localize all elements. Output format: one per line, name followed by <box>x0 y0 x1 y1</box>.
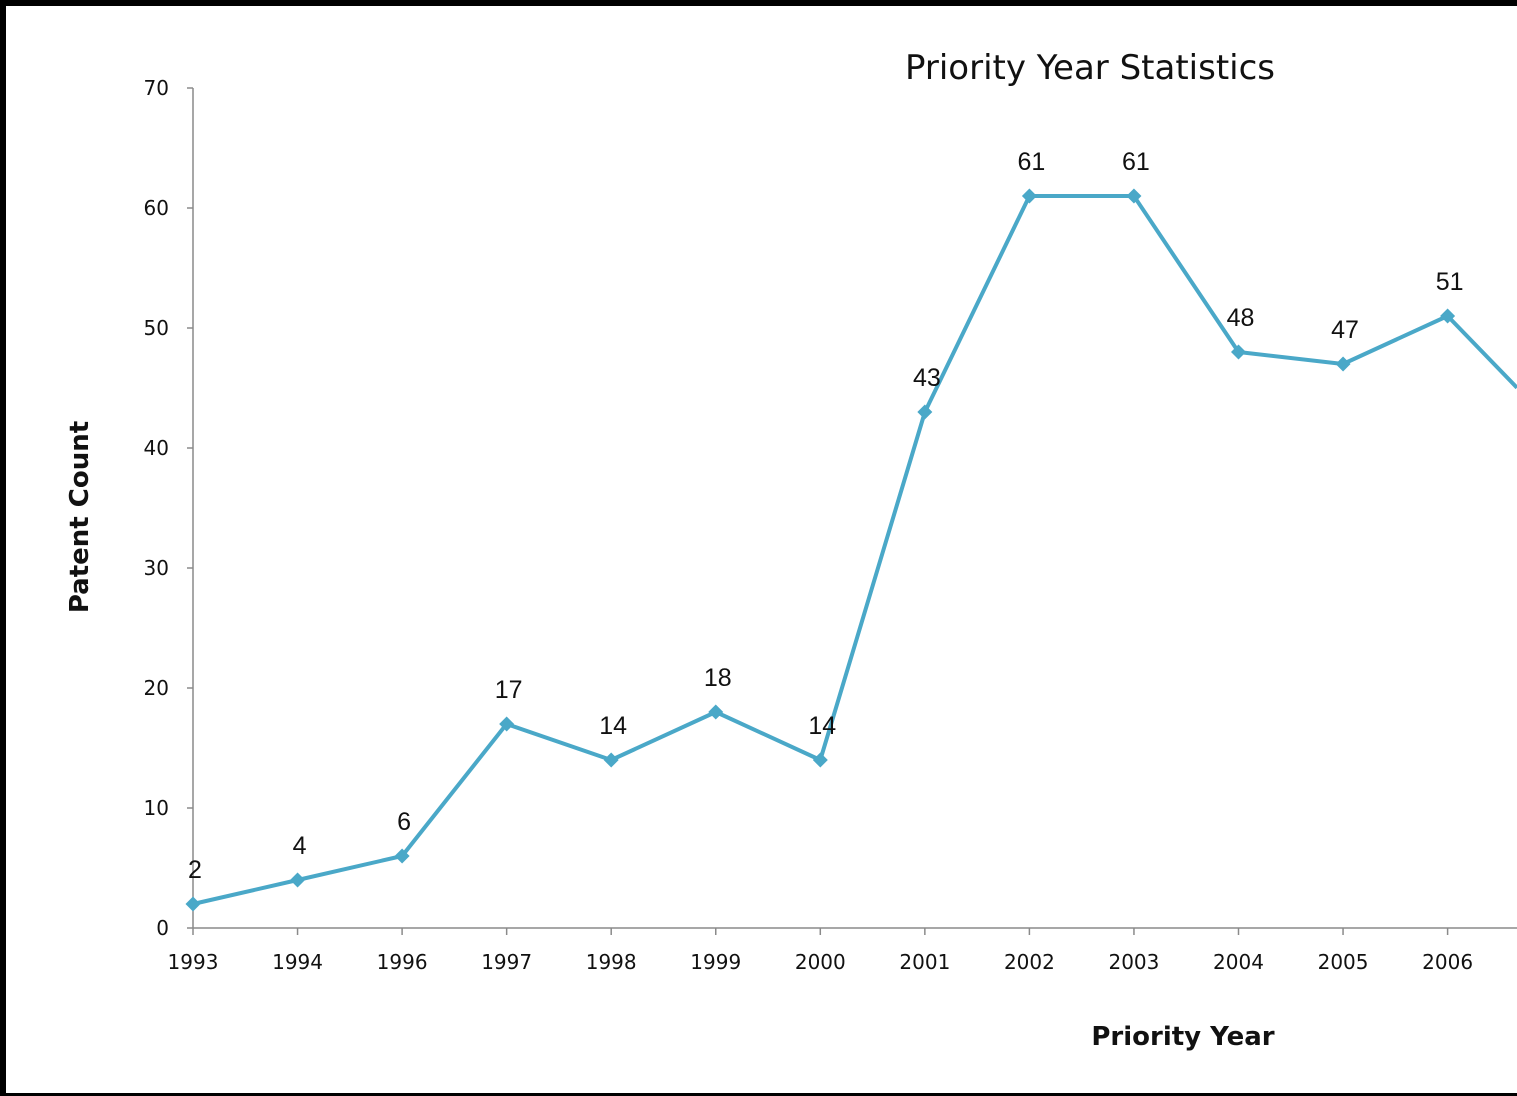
y-tick-label: 40 <box>144 436 169 460</box>
x-tick-label: 2002 <box>1004 950 1055 974</box>
series-path <box>192 194 1517 906</box>
x-tick-label: 1993 <box>168 950 219 974</box>
y-tick-label: 0 <box>156 916 169 940</box>
x-tick-label: 1996 <box>377 950 428 974</box>
data-point-marker <box>812 752 828 768</box>
data-label: 48 <box>1227 304 1255 332</box>
chart-title: Priority Year Statistics <box>905 48 1275 88</box>
x-tick-label: 2006 <box>1422 950 1473 974</box>
series-line <box>192 194 1517 906</box>
x-axis-title: Priority Year <box>1091 1022 1274 1052</box>
x-tick-label: 1999 <box>690 950 741 974</box>
y-tick-label: 50 <box>144 316 169 340</box>
data-label: 43 <box>913 364 941 392</box>
data-label: 14 <box>599 712 627 740</box>
data-label: 61 <box>1017 148 1045 176</box>
y-axis-ticks: 0 10 20 30 40 50 60 70 <box>144 76 193 940</box>
data-label: 2 <box>188 856 202 884</box>
series-markers <box>185 188 1456 912</box>
data-point-marker <box>1231 344 1246 360</box>
data-label: 61 <box>1122 148 1150 176</box>
x-tick-label: 2001 <box>899 950 950 974</box>
y-tick-label: 10 <box>144 796 169 820</box>
x-tick-label: 2003 <box>1108 950 1159 974</box>
x-tick-label: 2005 <box>1318 950 1369 974</box>
x-tick-label: 1998 <box>586 950 637 974</box>
data-point-marker <box>1126 188 1142 204</box>
data-point-marker <box>1335 356 1351 372</box>
data-label: 17 <box>495 676 523 704</box>
data-label: 47 <box>1331 316 1359 344</box>
data-label: 4 <box>293 832 307 860</box>
data-label: 6 <box>397 808 411 836</box>
data-label: 51 <box>1436 268 1464 296</box>
axes <box>192 88 1517 929</box>
x-axis-ticks: 1993 1994 1996 1997 1998 1999 2000 2001 2002 2003… <box>168 928 1473 974</box>
y-tick-label: 70 <box>144 76 169 100</box>
data-point-marker <box>603 752 619 768</box>
data-point-marker <box>917 404 933 420</box>
x-tick-label: 2000 <box>795 950 846 974</box>
data-labels: 2 4 6 17 14 18 14 43 61 61 48 47 51 <box>188 148 1463 884</box>
data-point-marker <box>499 716 515 732</box>
y-tick-label: 30 <box>144 556 169 580</box>
y-axis-title: Patent Count <box>65 421 95 613</box>
data-point-marker <box>290 872 306 888</box>
data-label: 14 <box>808 712 836 740</box>
x-tick-label: 1994 <box>272 950 323 974</box>
data-point-marker <box>708 704 724 720</box>
data-point-marker <box>1021 188 1037 204</box>
data-point-marker <box>394 848 410 864</box>
x-tick-label: 2004 <box>1213 950 1264 974</box>
y-tick-label: 60 <box>144 196 169 220</box>
y-tick-label: 20 <box>144 676 169 700</box>
x-tick-label: 1997 <box>481 950 532 974</box>
data-label: 18 <box>704 664 732 692</box>
data-point-marker <box>1440 308 1456 324</box>
data-point-marker <box>185 896 201 912</box>
